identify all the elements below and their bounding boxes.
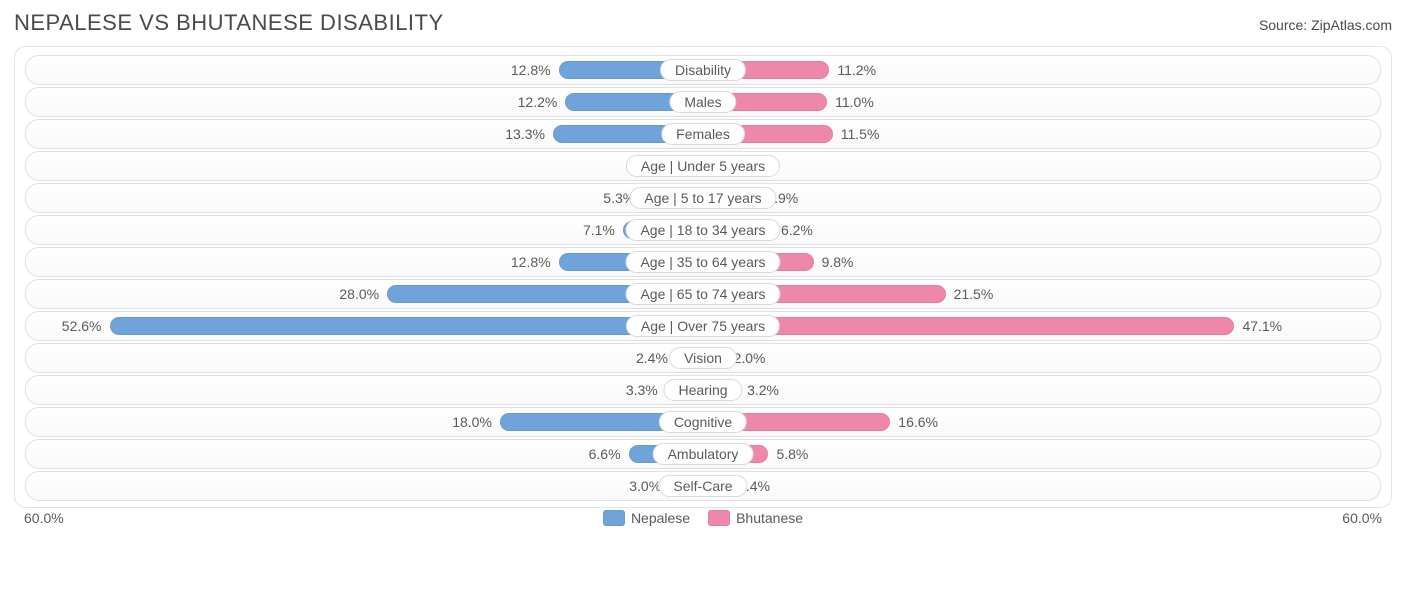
legend-label-left: Nepalese xyxy=(631,510,690,526)
left-value-label: 3.3% xyxy=(618,382,666,398)
row-right-half: 6.2% xyxy=(703,216,1380,244)
chart-row: 5.3%4.9%Age | 5 to 17 years xyxy=(25,183,1381,213)
chart-row: 0.97%1.2%Age | Under 5 years xyxy=(25,151,1381,181)
row-right-half: 1.2% xyxy=(703,152,1380,180)
diverging-bar-chart: 12.8% 11.2% Disability 12.2% 11.0% Males 13.3%… xyxy=(14,46,1392,508)
legend-label-right: Bhutanese xyxy=(736,510,803,526)
row-left-half: 12.8% xyxy=(26,56,703,84)
row-right-half: 16.6% xyxy=(703,408,1380,436)
row-left-half: 5.3% xyxy=(26,184,703,212)
row-right-half: 11.0% xyxy=(703,88,1380,116)
row-left-half: 12.2% xyxy=(26,88,703,116)
category-pill: Disability xyxy=(660,59,746,81)
row-right-half: 21.5% xyxy=(703,280,1380,308)
right-value-label: 16.6% xyxy=(890,414,946,430)
axis-max-left: 60.0% xyxy=(24,510,64,526)
chart-row: 52.6% 47.1% Age | Over 75 years xyxy=(25,311,1381,341)
right-value-label: 11.2% xyxy=(829,62,884,78)
row-left-half: 3.0% xyxy=(26,472,703,500)
row-right-half: 5.8% xyxy=(703,440,1380,468)
row-right-half: 11.5% xyxy=(703,120,1380,148)
left-value-label: 7.1% xyxy=(575,222,623,238)
legend-swatch-left xyxy=(603,510,625,526)
category-pill: Age | 18 to 34 years xyxy=(625,219,780,241)
row-left-half: 7.1% xyxy=(26,216,703,244)
axis-max-right: 60.0% xyxy=(1342,510,1382,526)
left-bar xyxy=(110,317,704,335)
right-value-label: 9.8% xyxy=(814,254,862,270)
left-value-label: 6.6% xyxy=(581,446,629,462)
category-pill: Self-Care xyxy=(658,475,747,497)
category-pill: Vision xyxy=(669,347,737,369)
row-right-half: 2.0% xyxy=(703,344,1380,372)
chart-source: Source: ZipAtlas.com xyxy=(1259,17,1392,33)
category-pill: Age | 65 to 74 years xyxy=(625,283,780,305)
left-value-label: 13.3% xyxy=(497,126,553,142)
right-value-label: 21.5% xyxy=(946,286,1002,302)
legend-item-left: Nepalese xyxy=(603,510,690,526)
chart-row: 3.0%2.4%Self-Care xyxy=(25,471,1381,501)
chart-row: 12.8% 11.2% Disability xyxy=(25,55,1381,85)
category-pill: Females xyxy=(661,123,745,145)
left-value-label: 18.0% xyxy=(444,414,500,430)
category-pill: Age | Under 5 years xyxy=(626,155,780,177)
row-left-half: 3.3% xyxy=(26,376,703,404)
category-pill: Males xyxy=(669,91,736,113)
right-value-label: 11.0% xyxy=(827,94,882,110)
row-left-half: 0.97% xyxy=(26,152,703,180)
category-pill: Age | 35 to 64 years xyxy=(625,251,780,273)
chart-row: 12.8% 9.8% Age | 35 to 64 years xyxy=(25,247,1381,277)
left-value-label: 28.0% xyxy=(331,286,387,302)
row-right-half: 2.4% xyxy=(703,472,1380,500)
row-right-half: 9.8% xyxy=(703,248,1380,276)
category-pill: Ambulatory xyxy=(653,443,754,465)
right-value-label: 5.8% xyxy=(768,446,816,462)
row-left-half: 12.8% xyxy=(26,248,703,276)
row-right-half: 4.9% xyxy=(703,184,1380,212)
category-pill: Cognitive xyxy=(659,411,747,433)
chart-row: 13.3% 11.5% Females xyxy=(25,119,1381,149)
right-value-label: 47.1% xyxy=(1234,318,1290,334)
chart-row: 18.0% 16.6% Cognitive xyxy=(25,407,1381,437)
legend-item-right: Bhutanese xyxy=(708,510,803,526)
row-left-half: 2.4% xyxy=(26,344,703,372)
chart-row: 6.6% 5.8% Ambulatory xyxy=(25,439,1381,469)
chart-row: 12.2% 11.0% Males xyxy=(25,87,1381,117)
left-value-label: 52.6% xyxy=(54,318,110,334)
chart-row: 2.4%2.0%Vision xyxy=(25,343,1381,373)
category-pill: Age | Over 75 years xyxy=(626,315,780,337)
row-left-half: 52.6% xyxy=(26,312,703,340)
chart-footer: 60.0% Nepalese Bhutanese 60.0% xyxy=(14,510,1392,526)
row-left-half: 18.0% xyxy=(26,408,703,436)
row-left-half: 6.6% xyxy=(26,440,703,468)
row-left-half: 13.3% xyxy=(26,120,703,148)
category-pill: Hearing xyxy=(663,379,742,401)
left-value-label: 12.8% xyxy=(503,62,559,78)
right-value-label: 11.5% xyxy=(833,126,888,142)
row-left-half: 28.0% xyxy=(26,280,703,308)
left-value-label: 12.2% xyxy=(510,94,566,110)
chart-row: 3.3% 3.2%Hearing xyxy=(25,375,1381,405)
right-bar xyxy=(703,317,1234,335)
right-value-label: 3.2% xyxy=(739,382,787,398)
chart-row: 28.0% 21.5% Age | 65 to 74 years xyxy=(25,279,1381,309)
legend-swatch-right xyxy=(708,510,730,526)
row-right-half: 3.2% xyxy=(703,376,1380,404)
chart-title: NEPALESE VS BHUTANESE DISABILITY xyxy=(14,10,444,36)
row-right-half: 47.1% xyxy=(703,312,1380,340)
row-right-half: 11.2% xyxy=(703,56,1380,84)
chart-header: NEPALESE VS BHUTANESE DISABILITY Source:… xyxy=(14,10,1392,36)
category-pill: Age | 5 to 17 years xyxy=(629,187,776,209)
chart-row: 7.1% 6.2%Age | 18 to 34 years xyxy=(25,215,1381,245)
left-value-label: 12.8% xyxy=(503,254,559,270)
legend: Nepalese Bhutanese xyxy=(64,510,1343,526)
